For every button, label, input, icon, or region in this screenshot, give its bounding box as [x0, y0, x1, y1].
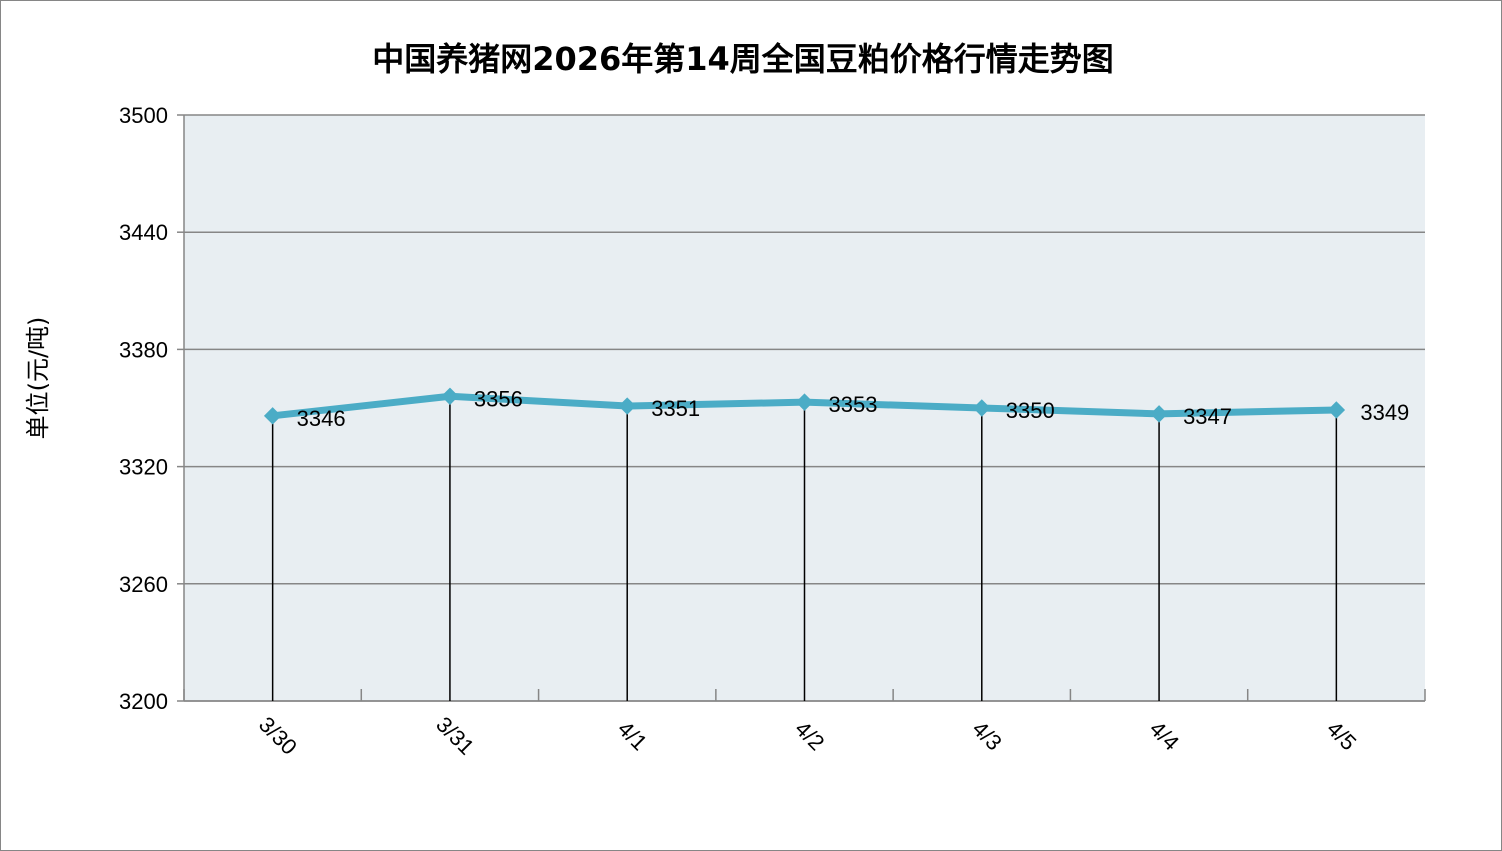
data-label: 3351 [651, 396, 700, 421]
data-point-marker [973, 399, 991, 417]
data-point-marker [795, 393, 814, 411]
data-label: 3349 [1360, 400, 1409, 425]
data-label: 3350 [1006, 398, 1055, 423]
y-tick-label: 3380 [119, 337, 168, 362]
y-tick-label: 3500 [119, 103, 168, 128]
x-tick-label: 4/2 [790, 716, 829, 755]
y-tick-label: 3320 [119, 455, 168, 480]
data-point-marker [1150, 405, 1168, 423]
drop-lines [271, 396, 1338, 701]
x-tick-label: 4/3 [967, 716, 1006, 755]
data-point-marker [441, 387, 459, 405]
chart-title: 中国养猪网2026年第14周全国豆粕价格行情走势图 [372, 40, 1114, 78]
data-point-marker [1327, 401, 1346, 419]
data-label: 3346 [297, 406, 346, 431]
data-labels: 3346 3356 3351 3353 3350 3347 3349 [297, 386, 1410, 431]
x-tick-label: 4/1 [613, 716, 652, 755]
y-tick-label: 3200 [119, 689, 168, 714]
data-label: 3347 [1183, 404, 1232, 429]
x-tick-label: 4/5 [1322, 716, 1361, 755]
y-tick-label: 3260 [119, 572, 168, 597]
series-layer [263, 387, 1346, 425]
x-tick-label: 3/31 [431, 712, 479, 760]
y-axis-ticks: 3200 3260 3320 3380 3440 3500 [119, 103, 185, 714]
data-point-marker [263, 407, 282, 425]
x-tick-label: 4/4 [1145, 716, 1184, 755]
data-label: 3356 [474, 386, 523, 411]
data-label: 3353 [829, 392, 878, 417]
y-axis-label: 单位(元/吨) [24, 317, 52, 440]
y-tick-label: 3440 [119, 220, 168, 245]
x-tick-label: 3/30 [254, 712, 302, 760]
data-point-marker [618, 397, 636, 415]
